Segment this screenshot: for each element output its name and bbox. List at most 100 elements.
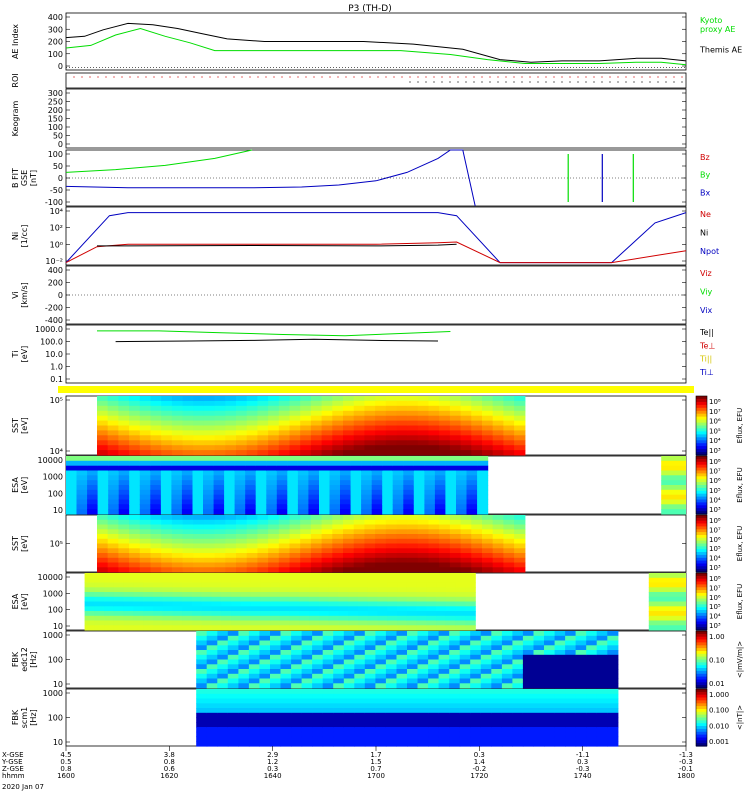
spectrogram-cell	[240, 577, 252, 584]
spectrogram-cell	[312, 645, 324, 651]
colorbar-cell	[696, 532, 707, 536]
spectrogram-cell	[193, 529, 205, 535]
spectrogram-cell	[459, 635, 471, 642]
spectrogram-cell	[544, 741, 556, 747]
spectrogram-cell	[287, 504, 299, 510]
spectrogram-cell	[565, 712, 577, 719]
spectrogram-cell	[291, 698, 303, 704]
spectrogram-cell	[470, 741, 482, 747]
spectrogram-cell	[192, 611, 203, 617]
spectrogram-cell	[291, 631, 303, 637]
spectrogram-cell	[343, 698, 355, 704]
spectrogram-cell	[278, 440, 291, 446]
roi-bar	[58, 386, 694, 393]
colorbar-label: <|nT|>	[736, 705, 744, 730]
roi-dot	[537, 81, 539, 83]
spectrogram-cell	[596, 659, 608, 665]
spectrogram-cell	[417, 727, 429, 733]
spectrogram-cell	[371, 480, 383, 486]
spectrogram-cell	[449, 543, 462, 549]
spectrogram-cell	[213, 460, 225, 467]
spectrogram-cell	[338, 611, 349, 617]
spectrogram-cell	[118, 504, 130, 510]
series-black	[115, 338, 439, 343]
legend-item: Vix	[700, 306, 713, 315]
spectrogram-cell	[301, 664, 313, 670]
spectrogram-cell	[203, 567, 216, 573]
spectrogram-cell	[107, 425, 119, 431]
spectrogram-cell	[456, 460, 468, 467]
spectrogram-cell	[321, 567, 333, 573]
spectrogram-cell	[139, 450, 152, 456]
y-tick-label: 100	[48, 606, 63, 615]
spectrogram-cell	[227, 741, 239, 747]
spectrogram-cell	[648, 625, 686, 631]
spectrogram-cell	[143, 596, 154, 603]
spectrogram-cell	[413, 504, 425, 510]
colorbar-tick: 10⁸	[709, 458, 721, 466]
spectrogram-cell	[310, 534, 323, 540]
spectrogram-cell	[544, 650, 556, 656]
spectrogram-cell	[248, 698, 260, 704]
spectrogram-cell	[460, 562, 472, 568]
spectrogram-cell	[193, 415, 205, 422]
spectrogram-cell	[259, 703, 271, 709]
spectrogram-cell	[480, 678, 492, 684]
y-tick-label: 1.0	[50, 363, 63, 372]
spectrogram-cell	[417, 420, 430, 427]
spectrogram-cell	[301, 669, 313, 675]
spectrogram-cell	[225, 396, 237, 402]
spectrogram-cell	[201, 620, 213, 626]
spectrogram-cell	[104, 615, 115, 622]
spectrogram-cell	[139, 504, 151, 510]
spectrogram-cell	[206, 722, 218, 728]
spectrogram-cell	[533, 741, 545, 747]
spectrogram-cell	[250, 577, 261, 584]
spectrogram-cell	[565, 669, 577, 675]
spectrogram-cell	[424, 465, 436, 472]
spectrogram-cell	[565, 741, 577, 747]
spectrogram-cell	[246, 534, 258, 540]
spectrogram-cell	[428, 557, 440, 564]
spectrogram-cell	[354, 659, 366, 665]
colorbar-cell	[696, 563, 707, 567]
spectrogram-cell	[449, 440, 462, 446]
roi-dot	[609, 81, 611, 83]
spectrogram-cell	[236, 435, 248, 441]
spectrogram-cell	[471, 543, 483, 549]
panel-ylabel: ESA	[11, 593, 20, 609]
roi-dot	[393, 76, 395, 78]
spectrogram-cell	[438, 708, 450, 714]
spectrogram-cell	[217, 635, 229, 642]
spectrogram-cell	[201, 573, 213, 579]
spectrogram-cell	[512, 631, 524, 637]
spectrogram-cell	[596, 708, 608, 714]
footer-value: -1.3	[679, 751, 693, 759]
spectrogram-cell	[97, 543, 109, 549]
spectrogram-cell	[514, 450, 526, 456]
spectrogram-cell	[491, 736, 503, 742]
spectrogram-cell	[375, 727, 387, 733]
spectrogram-cell	[87, 494, 99, 501]
spectrogram-cell	[297, 475, 309, 481]
spectrogram-cell	[259, 741, 271, 747]
spectrogram-cell	[343, 708, 355, 714]
spectrogram-cell	[533, 669, 545, 675]
footer-value: 1.2	[267, 758, 278, 766]
spectrogram-cell	[310, 445, 323, 451]
spectrogram-cell	[377, 615, 388, 622]
spectrogram-cell	[491, 673, 503, 680]
roi-dot	[121, 76, 123, 78]
spectrogram-cell	[439, 415, 451, 422]
spectrogram-cell	[338, 601, 349, 607]
spectrogram-cell	[171, 396, 184, 402]
spectrogram-cell	[289, 430, 301, 436]
spectrogram-cell	[364, 543, 376, 549]
spectrogram-cell	[471, 553, 483, 559]
spectrogram-cell	[322, 741, 334, 747]
spectrogram-cell	[328, 592, 340, 598]
spectrogram-cell	[203, 425, 216, 431]
colorbar-cell	[696, 413, 707, 418]
spectrogram-cell	[108, 489, 120, 496]
spectrogram-cell	[554, 708, 566, 714]
